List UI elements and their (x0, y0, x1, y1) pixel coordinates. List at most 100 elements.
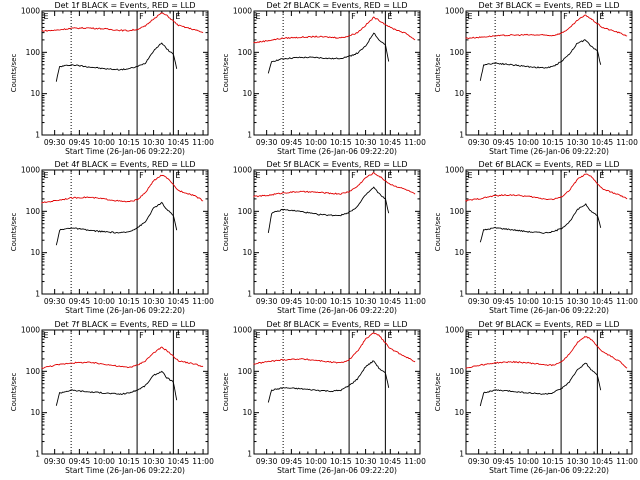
y-axis-label: Counts/sec (434, 213, 442, 252)
x-tick-label: 10:00 (93, 138, 115, 147)
x-tick-label: 10:30 (355, 138, 377, 147)
series-line-events (479, 203, 602, 243)
panel-title: Det 2f BLACK = Events, RED = LLD (266, 1, 407, 10)
series-line-lld (253, 16, 416, 44)
x-tick-label: 09:30 (256, 457, 278, 466)
axes-frame (41, 329, 209, 455)
y-axis-label: Counts/sec (10, 373, 18, 412)
x-axis-label: Start Time (26-Jan-06 09:22:20) (65, 306, 185, 315)
x-tick-label: 09:45 (69, 297, 91, 306)
series-line-events (479, 39, 602, 81)
y-tick-label: 100 (450, 48, 465, 57)
axes-frame (253, 10, 421, 136)
x-tick-label: 09:45 (493, 457, 515, 466)
marker-label-f: F (351, 171, 356, 180)
x-tick-label: 09:30 (256, 297, 278, 306)
panel-title: Det 1f BLACK = Events, RED = LLD (54, 1, 195, 10)
x-tick-label: 11:00 (404, 138, 426, 147)
y-axis-label: Counts/sec (10, 213, 18, 252)
marker-label-e: E (467, 171, 472, 180)
x-tick-label: 11:00 (616, 457, 638, 466)
x-tick-label: 10:15 (118, 457, 140, 466)
series-line-lld (41, 174, 204, 204)
marker-label-e: E (387, 331, 392, 340)
series-line-events (267, 360, 390, 403)
x-tick-label: 10:00 (305, 138, 327, 147)
x-tick-label: 10:15 (542, 297, 564, 306)
series-line-events (479, 362, 602, 407)
y-tick-label: 100 (450, 367, 465, 376)
y-tick-label: 1 (35, 290, 40, 299)
y-tick-label: 100 (26, 207, 41, 216)
y-tick-label: 10 (30, 248, 40, 257)
y-tick-label: 1000 (21, 326, 40, 335)
y-axis-label: Counts/sec (222, 373, 230, 412)
axes-frame (41, 10, 209, 136)
x-tick-label: 09:45 (281, 138, 303, 147)
y-tick-label: 100 (26, 367, 41, 376)
x-tick-label: 10:45 (168, 297, 190, 306)
x-tick-label: 10:45 (380, 297, 402, 306)
marker-label-e: E (599, 331, 604, 340)
marker-label-e: E (175, 171, 180, 180)
panel-det-1: Det 1f BLACK = Events, RED = LLD 1 10 100 10… (10, 1, 214, 156)
panel-title: Det 7f BLACK = Events, RED = LLD (54, 320, 195, 329)
x-axis-label: Start Time (26-Jan-06 09:22:20) (489, 306, 609, 315)
y-tick-label: 1000 (21, 7, 40, 16)
x-tick-label: 11:00 (616, 138, 638, 147)
x-tick-label: 09:45 (69, 138, 91, 147)
panel-det-8: Det 8f BLACK = Events, RED = LLD 1 10 100 10… (222, 320, 426, 475)
x-tick-label: 10:00 (93, 297, 115, 306)
x-tick-label: 09:45 (281, 297, 303, 306)
axes-frame (253, 169, 421, 295)
axes-frame (465, 329, 633, 455)
marker-label-e: E (599, 171, 604, 180)
x-tick-label: 10:00 (305, 457, 327, 466)
x-tick-label: 10:00 (517, 138, 539, 147)
x-tick-label: 10:15 (330, 457, 352, 466)
y-axis-label: Counts/sec (222, 213, 230, 252)
x-tick-label: 09:30 (468, 297, 490, 306)
x-tick-label: 10:30 (143, 138, 165, 147)
y-tick-label: 1 (459, 450, 464, 459)
series-line-events (55, 201, 178, 246)
x-tick-label: 10:30 (143, 297, 165, 306)
marker-label-f: F (139, 12, 144, 21)
x-tick-label: 09:45 (69, 457, 91, 466)
panel-title: Det 3f BLACK = Events, RED = LLD (478, 1, 619, 10)
marker-label-e: E (175, 331, 180, 340)
x-axis-label: Start Time (26-Jan-06 09:22:20) (277, 466, 397, 475)
series-line-lld (465, 336, 628, 369)
marker-label-e: E (387, 171, 392, 180)
x-axis-label: Start Time (26-Jan-06 09:22:20) (489, 147, 609, 156)
y-tick-label: 1 (247, 450, 252, 459)
marker-label-f: F (563, 12, 568, 21)
x-tick-label: 10:45 (168, 457, 190, 466)
axes-frame (465, 169, 633, 295)
y-axis-label: Counts/sec (10, 54, 18, 93)
series-line-lld (465, 173, 628, 202)
marker-label-e: E (175, 12, 180, 21)
y-tick-label: 1 (247, 131, 252, 140)
x-tick-label: 10:30 (567, 457, 589, 466)
x-tick-label: 09:30 (256, 138, 278, 147)
marker-label-e: E (467, 331, 472, 340)
x-tick-label: 10:45 (168, 138, 190, 147)
x-tick-label: 10:30 (355, 297, 377, 306)
y-tick-label: 1000 (233, 7, 252, 16)
marker-label-e: E (599, 12, 604, 21)
x-tick-label: 10:15 (118, 138, 140, 147)
x-tick-label: 10:45 (592, 297, 614, 306)
marker-label-e: E (467, 12, 472, 21)
y-tick-label: 100 (238, 207, 253, 216)
x-tick-label: 10:00 (517, 297, 539, 306)
x-axis-label: Start Time (26-Jan-06 09:22:20) (489, 466, 609, 475)
x-tick-label: 11:00 (192, 297, 214, 306)
series-line-events (55, 370, 178, 406)
x-tick-label: 09:45 (493, 138, 515, 147)
y-tick-label: 100 (26, 48, 41, 57)
x-tick-label: 11:00 (192, 457, 214, 466)
panel-det-9: Det 9f BLACK = Events, RED = LLD 1 10 100 10… (434, 320, 638, 475)
x-tick-label: 09:30 (44, 138, 66, 147)
x-tick-label: 09:30 (44, 297, 66, 306)
